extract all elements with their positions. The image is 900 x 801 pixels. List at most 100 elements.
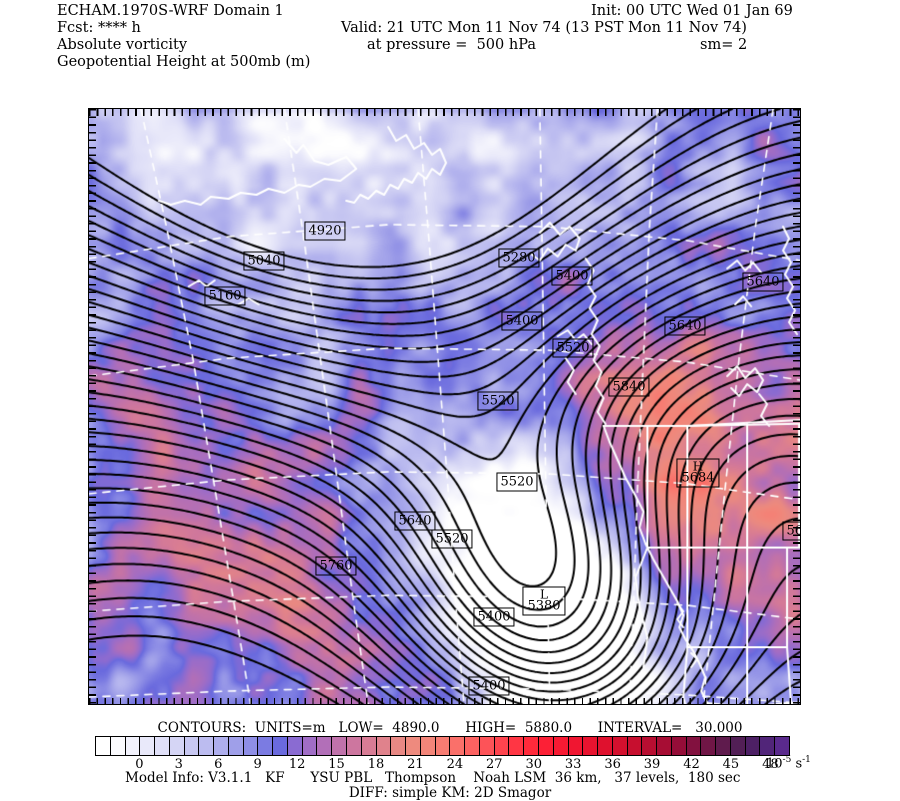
colorbar-swatch: [465, 737, 480, 755]
colorbar-swatch: [243, 737, 259, 755]
contour-label: 5520: [431, 529, 473, 549]
colorbar-swatch: [287, 737, 303, 755]
colorbar-swatch: [110, 737, 126, 755]
contour-label: 5640: [742, 272, 784, 292]
colorbar-swatch: [317, 737, 333, 755]
colorbar-tick-label: 33: [564, 757, 582, 772]
model-title: ECHAM.1970S-WRF Domain 1: [57, 3, 284, 19]
contour-settings-caption: CONTOURS: UNITS=m LOW= 4890.0 HIGH= 5880…: [157, 720, 743, 736]
colorbar-tick-label: 27: [486, 757, 503, 772]
colorbar-swatch: [435, 737, 451, 755]
colorbar-swatch: [302, 737, 318, 755]
low-center-label: L 5380: [522, 586, 566, 616]
colorbar-tick-label: 45: [722, 757, 740, 772]
contour-label: 5400: [473, 607, 515, 627]
colorbar-swatch: [96, 737, 111, 755]
colorbar-swatch: [538, 737, 554, 755]
contour-label: 5160: [204, 286, 246, 306]
colorbar-swatch: [450, 737, 466, 755]
contour-label: 5040: [243, 251, 285, 271]
contour-label: 5400: [468, 676, 510, 696]
colorbar-swatch: [509, 737, 525, 755]
colorbar-swatch: [701, 737, 717, 755]
colorbar-swatch: [686, 737, 702, 755]
colorbar-tick-labels: 0 3 6 9 12 15 18 21 24 27 30 33 36 39 42 45 48: [95, 757, 790, 773]
secondary-field-text: Geopotential Height at 500mb (m): [57, 54, 311, 70]
colorbar-swatch: [627, 737, 643, 755]
field-name-text: Absolute vorticity: [57, 37, 188, 53]
colorbar-tick-label: 30: [525, 757, 543, 772]
colorbar-tick-label: 9: [253, 757, 262, 772]
contour-label: 5520: [496, 472, 538, 492]
colorbar-tick-label: 3: [174, 757, 183, 772]
colorbar-swatch: [347, 737, 362, 755]
colorbar-swatch: [228, 737, 244, 755]
contour-label: 5640: [394, 511, 436, 531]
contour-label: 5520: [477, 391, 519, 411]
colorbar-tick-label: 24: [446, 757, 464, 772]
colorbar-swatch: [494, 737, 510, 755]
colorbar-swatch: [140, 737, 156, 755]
colorbar-tick-label: 48: [762, 757, 779, 772]
colorbar-units-label: 10-5 s-1: [766, 755, 811, 772]
contour-label: 5280: [498, 248, 540, 268]
forecast-hour-text: Fcst: **** h: [57, 20, 141, 36]
colorbar-swatch: [479, 737, 495, 755]
colorbar-swatch: [657, 737, 672, 755]
colorbar-swatch: [125, 737, 141, 755]
colorbar-swatch: [524, 737, 539, 755]
contour-label: 5520: [552, 338, 594, 358]
colorbar-swatch: [273, 737, 288, 755]
pressure-level-text: at pressure = 500 hPa: [367, 37, 536, 53]
colorbar-swatch: [391, 737, 407, 755]
header-block: ECHAM.1970S-WRF Domain 1 Init: 00 UTC We…: [0, 0, 900, 80]
colorbar-tick-label: 42: [683, 757, 700, 772]
colorbar-swatch: [612, 737, 628, 755]
colorbar-swatch: [775, 737, 789, 755]
contour-label: 5760: [315, 556, 357, 576]
colorbar-swatch: [598, 737, 613, 755]
contour-label: 5840: [608, 377, 650, 397]
colorbar-swatch: [671, 737, 687, 755]
colorbar-swatch: [583, 737, 599, 755]
colorbar-swatch: [760, 737, 776, 755]
contour-label: 5640: [664, 316, 706, 336]
colorbar-swatch: [420, 737, 436, 755]
colorbar-tick-label: 0: [135, 757, 144, 772]
colorbar-swatch: [716, 737, 731, 755]
colorbar-tick-label: 6: [214, 757, 223, 772]
colorbar-swatch: [184, 737, 200, 755]
colorbar-swatch: [406, 737, 421, 755]
colorbar-tick-label: 12: [288, 757, 306, 772]
colorbar-swatch: [642, 737, 658, 755]
vorticity-colorbar: [95, 736, 790, 756]
colorbar-swatch: [568, 737, 584, 755]
contour-label: 4920: [304, 221, 346, 241]
colorbar-swatch: [199, 737, 215, 755]
contour-label: 5400: [501, 311, 543, 331]
vorticity-height-map-canvas: [89, 109, 800, 704]
colorbar-tick-label: 21: [407, 757, 424, 772]
colorbar-tick-label: 18: [367, 757, 385, 772]
valid-time-text: Valid: 21 UTC Mon 11 Nov 74 (13 PST Mon …: [341, 20, 747, 36]
high-center-label: H 5684: [676, 458, 720, 488]
colorbar-swatch: [745, 737, 761, 755]
map-plot-area: 4920 5040 5160 5280 5400 5400 5520 5640 5640 5840…: [88, 108, 801, 705]
init-time-text: Init: 00 UTC Wed 01 Jan 69: [591, 3, 793, 19]
colorbar-swatch: [332, 737, 348, 755]
colorbar-swatch: [376, 737, 392, 755]
contour-label: 5400: [551, 266, 593, 286]
diffusion-config-text: DIFF: simple KM: 2D Smagor: [348, 785, 552, 801]
colorbar-swatch: [361, 737, 377, 755]
colorbar-swatch: [155, 737, 170, 755]
smoothing-text: sm= 2: [700, 37, 748, 53]
colorbar-swatch: [258, 737, 274, 755]
colorbar-swatch: [214, 737, 229, 755]
contour-label: 5640: [782, 521, 800, 541]
colorbar-swatch: [730, 737, 746, 755]
colorbar-tick-label: 39: [643, 757, 661, 772]
colorbar-swatch: [169, 737, 185, 755]
colorbar-tick-label: 36: [604, 757, 621, 772]
model-config-text: Model Info: V3.1.1 KF YSU PBL Thompson N…: [125, 770, 741, 786]
colorbar-swatch: [553, 737, 569, 755]
